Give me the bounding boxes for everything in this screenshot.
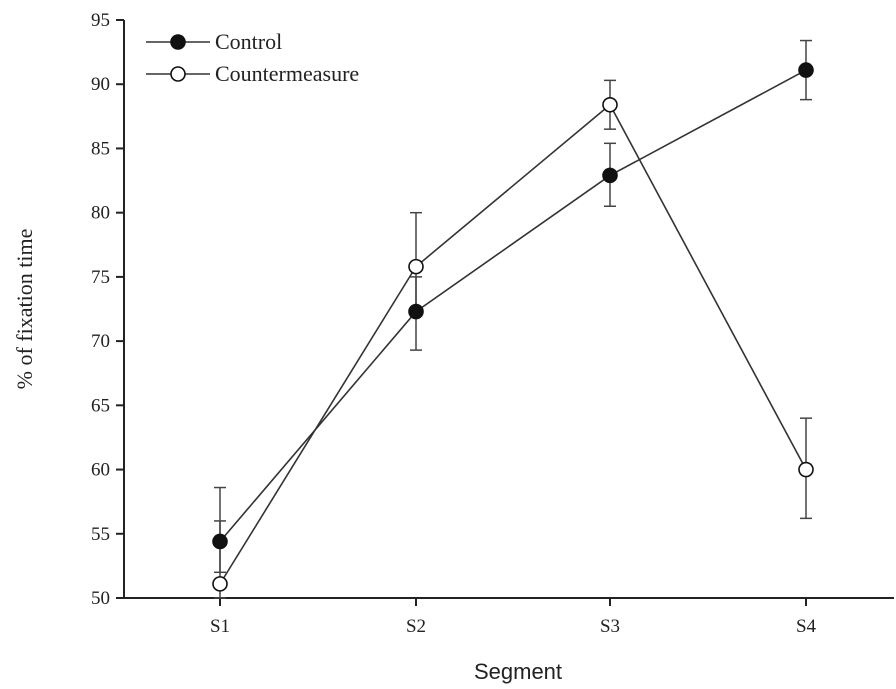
- data-point: [212, 533, 228, 550]
- y-tick-label: 70: [91, 331, 110, 352]
- legend-marker: [170, 34, 186, 50]
- y-ticks: 50 55 60 65 70 75 80 85 90 95: [91, 10, 124, 609]
- data-point: [602, 167, 618, 184]
- data-point: [602, 96, 618, 113]
- y-tick-label: 85: [91, 138, 110, 159]
- series-layer: [212, 39, 814, 599]
- series-control: [214, 39, 812, 574]
- data-point: [798, 62, 814, 78]
- y-tick-label: 95: [91, 10, 110, 31]
- y-tick-label: 80: [91, 203, 110, 224]
- markers-countermeasure: [212, 96, 814, 592]
- y-tick-label: 50: [91, 588, 110, 609]
- markers-control: [212, 62, 814, 550]
- y-axis-label: % of fixation time: [12, 229, 37, 390]
- x-ticks: S1 S2 S3 S4: [210, 598, 817, 637]
- legend: Control Countermeasure: [146, 29, 359, 86]
- x-tick-label: S1: [210, 616, 230, 637]
- legend-item: Countermeasure: [146, 61, 359, 86]
- axes: [123, 20, 894, 599]
- legend-label: Control: [215, 29, 282, 54]
- legend-marker: [170, 66, 186, 82]
- x-tick-label: S4: [796, 616, 817, 637]
- series-line: [219, 103, 807, 585]
- data-point: [212, 576, 228, 592]
- y-tick-label: 65: [91, 395, 110, 416]
- x-tick-label: S3: [600, 616, 620, 637]
- x-tick-label: S2: [406, 616, 426, 637]
- data-point: [408, 303, 424, 320]
- y-tick-label: 90: [91, 74, 110, 95]
- data-point: [408, 258, 424, 275]
- y-tick-label: 75: [91, 267, 110, 288]
- data-point: [798, 461, 814, 478]
- legend-label: Countermeasure: [215, 61, 359, 86]
- x-axis-label: Segment: [474, 659, 562, 684]
- y-tick-label: 60: [91, 460, 110, 481]
- series-countermeasure: [214, 79, 812, 599]
- y-tick-label: 55: [91, 524, 110, 545]
- legend-item: Control: [146, 29, 282, 54]
